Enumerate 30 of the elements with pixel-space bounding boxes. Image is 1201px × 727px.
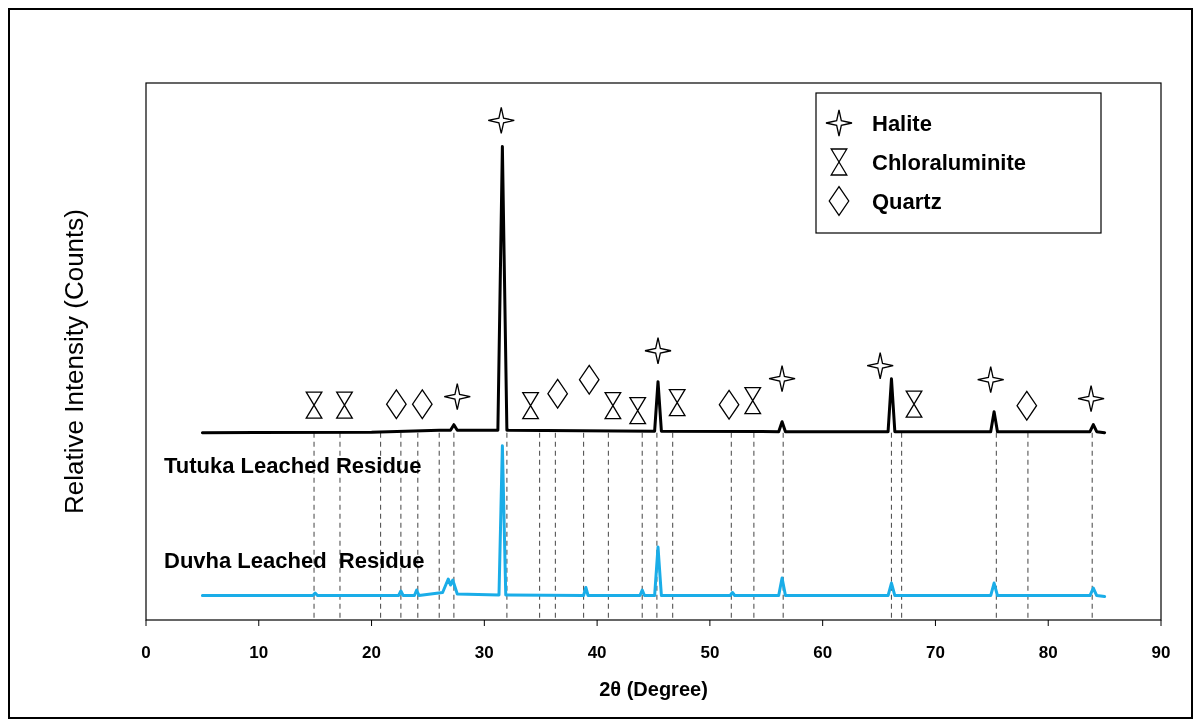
x-axis-title: 2θ (Degree): [599, 678, 708, 700]
x-tick-label: 0: [141, 643, 151, 662]
series-label: Tutuka Leached Residue: [164, 452, 422, 478]
point: [977, 366, 1005, 394]
x-tick-label: 50: [700, 643, 720, 662]
point: [1016, 390, 1038, 421]
x-tick-label: 30: [474, 643, 494, 662]
point: [866, 352, 894, 380]
point: [385, 389, 407, 420]
legend-label: Halite: [872, 111, 932, 136]
x-tick-label: 70: [925, 643, 945, 662]
series-label: Duvha Leached Residue: [164, 547, 425, 573]
x-tick-label: 40: [587, 643, 607, 662]
x-tick-label: 90: [1151, 643, 1171, 662]
point: [718, 389, 740, 420]
point: [768, 365, 796, 393]
point: [578, 364, 600, 395]
point: [547, 378, 569, 409]
legend-label: Quartz: [872, 189, 942, 214]
x-tick-label: 10: [249, 643, 269, 662]
point: [1077, 385, 1105, 413]
y-axis-title: Relative Intensity (Counts): [59, 209, 89, 514]
point: [443, 383, 471, 411]
legend-label: Chloraluminite: [872, 150, 1027, 175]
point: [487, 106, 515, 135]
x-tick-label: 80: [1038, 643, 1058, 662]
point: [411, 389, 433, 420]
x-tick-label: 20: [362, 643, 382, 662]
x-tick-label: 60: [813, 643, 833, 662]
point: [644, 337, 672, 365]
